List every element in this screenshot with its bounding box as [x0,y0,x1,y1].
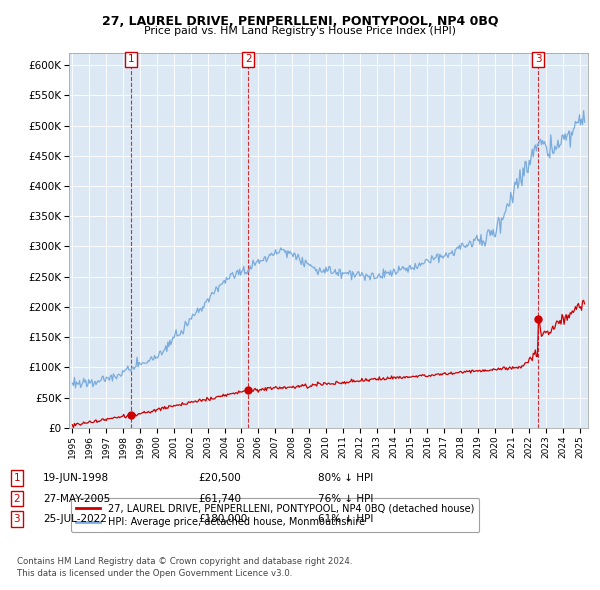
Text: 2: 2 [245,54,251,64]
Text: £20,500: £20,500 [198,473,241,483]
Text: Price paid vs. HM Land Registry's House Price Index (HPI): Price paid vs. HM Land Registry's House … [144,26,456,36]
Text: 61% ↓ HPI: 61% ↓ HPI [318,514,373,524]
Text: This data is licensed under the Open Government Licence v3.0.: This data is licensed under the Open Gov… [17,569,292,578]
Legend: 27, LAUREL DRIVE, PENPERLLENI, PONTYPOOL, NP4 0BQ (detached house), HPI: Average: 27, LAUREL DRIVE, PENPERLLENI, PONTYPOOL… [71,498,479,532]
Text: 1: 1 [13,473,20,483]
Text: 1: 1 [128,54,134,64]
Text: £61,740: £61,740 [198,494,241,503]
Text: 76% ↓ HPI: 76% ↓ HPI [318,494,373,503]
Text: 25-JUL-2022: 25-JUL-2022 [43,514,107,524]
Text: 80% ↓ HPI: 80% ↓ HPI [318,473,373,483]
Text: £180,000: £180,000 [198,514,247,524]
Text: 27, LAUREL DRIVE, PENPERLLENI, PONTYPOOL, NP4 0BQ: 27, LAUREL DRIVE, PENPERLLENI, PONTYPOOL… [102,15,498,28]
Text: 19-JUN-1998: 19-JUN-1998 [43,473,109,483]
Text: 3: 3 [535,54,542,64]
Text: 27-MAY-2005: 27-MAY-2005 [43,494,110,503]
Text: 2: 2 [13,494,20,503]
Text: Contains HM Land Registry data © Crown copyright and database right 2024.: Contains HM Land Registry data © Crown c… [17,558,352,566]
Text: 3: 3 [13,514,20,524]
